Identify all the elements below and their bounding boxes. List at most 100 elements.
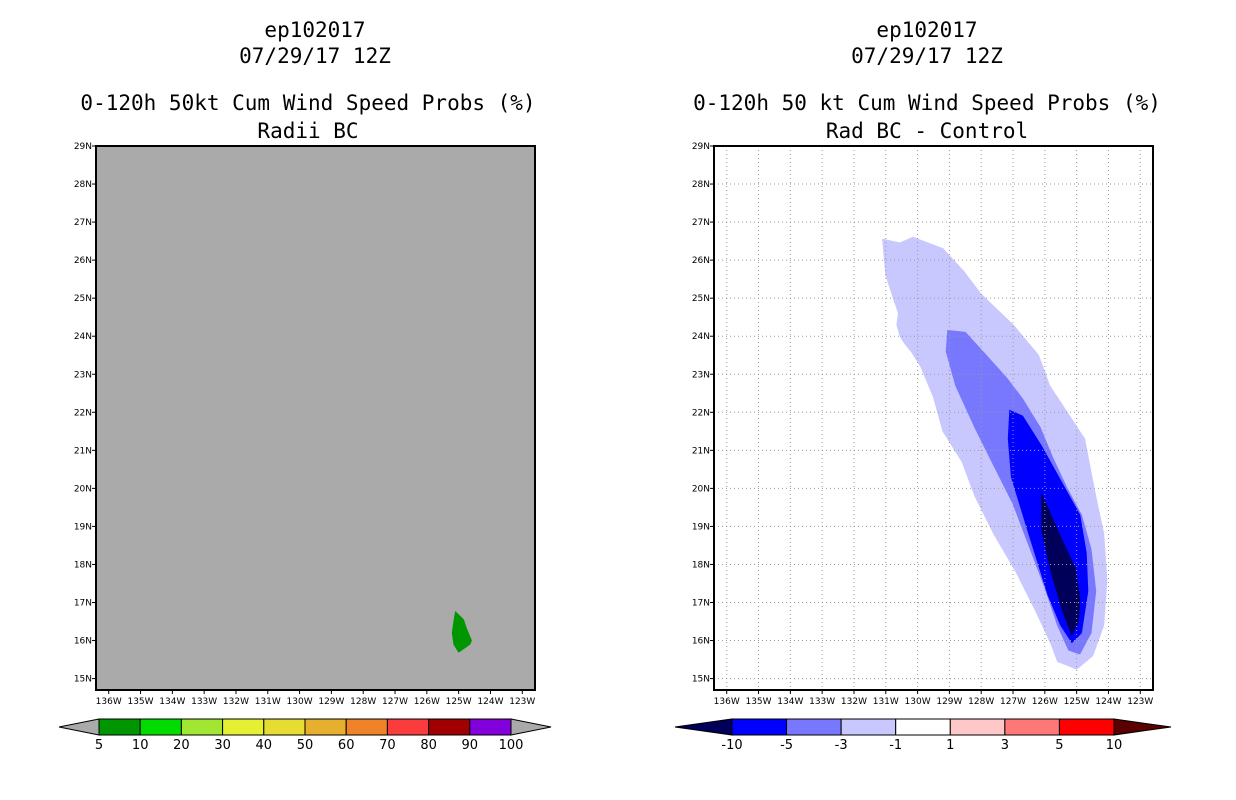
colorbar-label: -1 xyxy=(889,738,902,753)
x-tick-label: 128W xyxy=(968,697,994,707)
y-tick-label: 23N xyxy=(692,370,710,380)
y-tick-label: 26N xyxy=(692,256,710,266)
x-tick-label: 127W xyxy=(382,697,408,707)
x-tick-label: 133W xyxy=(191,697,217,707)
left-title-line-4: Radii BC xyxy=(257,119,359,143)
colorbar-swatch xyxy=(1004,718,1060,736)
x-tick-label: 135W xyxy=(127,697,153,707)
colorbar-swatch xyxy=(180,718,224,736)
y-tick-label: 18N xyxy=(692,560,710,570)
y-tick-label: 18N xyxy=(74,560,92,570)
x-tick-label: 132W xyxy=(223,697,249,707)
y-tick-label: 15N xyxy=(74,675,92,685)
left-subtitle: 0-120h 50kt Cum Wind Speed Probs (%) Rad… xyxy=(80,90,535,146)
colorbar: -10 -5 -3 -1 1 3 5 10 xyxy=(674,718,1172,753)
colorbar-high-arrow xyxy=(1113,718,1172,736)
y-tick-label: 19N xyxy=(74,522,92,532)
colorbar-label: 5 xyxy=(1055,738,1063,753)
colorbar-swatch xyxy=(428,718,471,736)
colorbar-swatch xyxy=(222,718,265,736)
colorbar-high-arrow xyxy=(510,718,552,736)
colorbar-label: 1 xyxy=(946,738,954,753)
x-tick-label: 135W xyxy=(745,697,771,707)
y-tick-label: 24N xyxy=(692,332,710,342)
y-tick-label: 17N xyxy=(74,599,92,609)
x-tick-label: 123W xyxy=(509,697,535,707)
x-tick-label: 123W xyxy=(1127,697,1153,707)
x-tick-label: 124W xyxy=(1095,697,1121,707)
x-tick-label: 130W xyxy=(905,697,931,707)
x-tick-label: 126W xyxy=(1032,697,1058,707)
right-title: ep102017 07/29/17 12Z xyxy=(851,17,1003,69)
x-tick-label: 127W xyxy=(1000,697,1026,707)
chart-panel-2: 136W 135W 134W 133W 132W 131W 130W 129W 128W 127W… xyxy=(674,142,1172,753)
y-tick-label: 20N xyxy=(74,484,92,494)
colorbar-swatch xyxy=(469,718,512,736)
right-subtitle: 0-120h 50 kt Cum Wind Speed Probs (%) Ra… xyxy=(693,90,1161,146)
y-tick-label: 27N xyxy=(692,218,710,228)
colorbar: 5 10 20 30 40 50 60 70 80 90 100 xyxy=(58,718,552,753)
colorbar-swatch xyxy=(949,718,1006,736)
y-tick-label: 21N xyxy=(74,446,92,456)
y-tick-label: 17N xyxy=(692,599,710,609)
y-tick-label: 23N xyxy=(74,370,92,380)
colorbar-swatch xyxy=(139,718,182,736)
plot-background xyxy=(96,146,535,690)
y-tick-label: 21N xyxy=(692,446,710,456)
colorbar-label: 10 xyxy=(132,738,149,753)
colorbar-low-arrow xyxy=(674,718,733,736)
x-tick-label: 126W xyxy=(414,697,440,707)
x-tick-label: 132W xyxy=(841,697,867,707)
x-tick-label: 125W xyxy=(446,697,472,707)
x-tick-label: 130W xyxy=(287,697,313,707)
colorbar-swatch xyxy=(895,718,951,736)
x-tick-label: 136W xyxy=(714,697,740,707)
colorbar-swatch xyxy=(786,718,842,736)
colorbar-label: 70 xyxy=(379,738,396,753)
y-tick-label: 15N xyxy=(692,675,710,685)
contour-level-5 xyxy=(451,610,472,653)
x-tick-label: 129W xyxy=(936,697,962,707)
right-title-line-4: Rad BC - Control xyxy=(825,119,1029,143)
colorbar-label: 90 xyxy=(462,738,479,753)
left-title: ep102017 07/29/17 12Z xyxy=(239,17,391,69)
colorbar-low-arrow xyxy=(58,718,100,736)
x-tick-label: 128W xyxy=(350,697,376,707)
plot-frame xyxy=(713,145,1154,691)
colorbar-label: 80 xyxy=(420,738,437,753)
y-tick-label: 20N xyxy=(692,484,710,494)
y-tick-label: 19N xyxy=(692,522,710,532)
y-tick-label: 25N xyxy=(692,294,710,304)
y-tick-label: 28N xyxy=(74,180,92,190)
y-tick-label: 29N xyxy=(74,142,92,152)
y-tick-label: 29N xyxy=(692,142,710,152)
x-tick-label: 134W xyxy=(159,697,185,707)
x-tick-label: 124W xyxy=(477,697,503,707)
x-tick-label: 134W xyxy=(777,697,803,707)
right-title-line-2: 07/29/17 12Z xyxy=(851,44,1003,68)
colorbar-label: 40 xyxy=(256,738,273,753)
chart-panel-1: 136W 135W 134W 133W 132W 131W 130W 129W 128W 127W… xyxy=(58,142,552,753)
y-tick-label: 16N xyxy=(74,637,92,647)
left-title-line-2: 07/29/17 12Z xyxy=(239,44,391,68)
right-title-line-1: ep102017 xyxy=(876,18,978,42)
colorbar-label: 5 xyxy=(95,738,103,753)
x-tick-label: 136W xyxy=(96,697,122,707)
y-tick-label: 22N xyxy=(692,408,710,418)
colorbar-swatch xyxy=(386,718,430,736)
colorbar-swatch xyxy=(263,718,306,736)
colorbar-label: -10 xyxy=(721,738,742,753)
right-title-line-3: 0-120h 50 kt Cum Wind Speed Probs (%) xyxy=(693,91,1161,115)
contour-level--10 xyxy=(1041,493,1081,637)
colorbar-label: 20 xyxy=(173,738,190,753)
colorbar-label: 3 xyxy=(1001,738,1009,753)
colorbar-swatch xyxy=(1058,718,1115,736)
colorbar-swatch xyxy=(840,718,897,736)
left-title-line-3: 0-120h 50kt Cum Wind Speed Probs (%) xyxy=(80,91,536,115)
colorbar-swatch xyxy=(304,718,347,736)
colorbar-label: 60 xyxy=(338,738,355,753)
plot-frame xyxy=(95,145,536,691)
colorbar-label: 100 xyxy=(499,738,524,753)
x-tick-label: 131W xyxy=(873,697,899,707)
